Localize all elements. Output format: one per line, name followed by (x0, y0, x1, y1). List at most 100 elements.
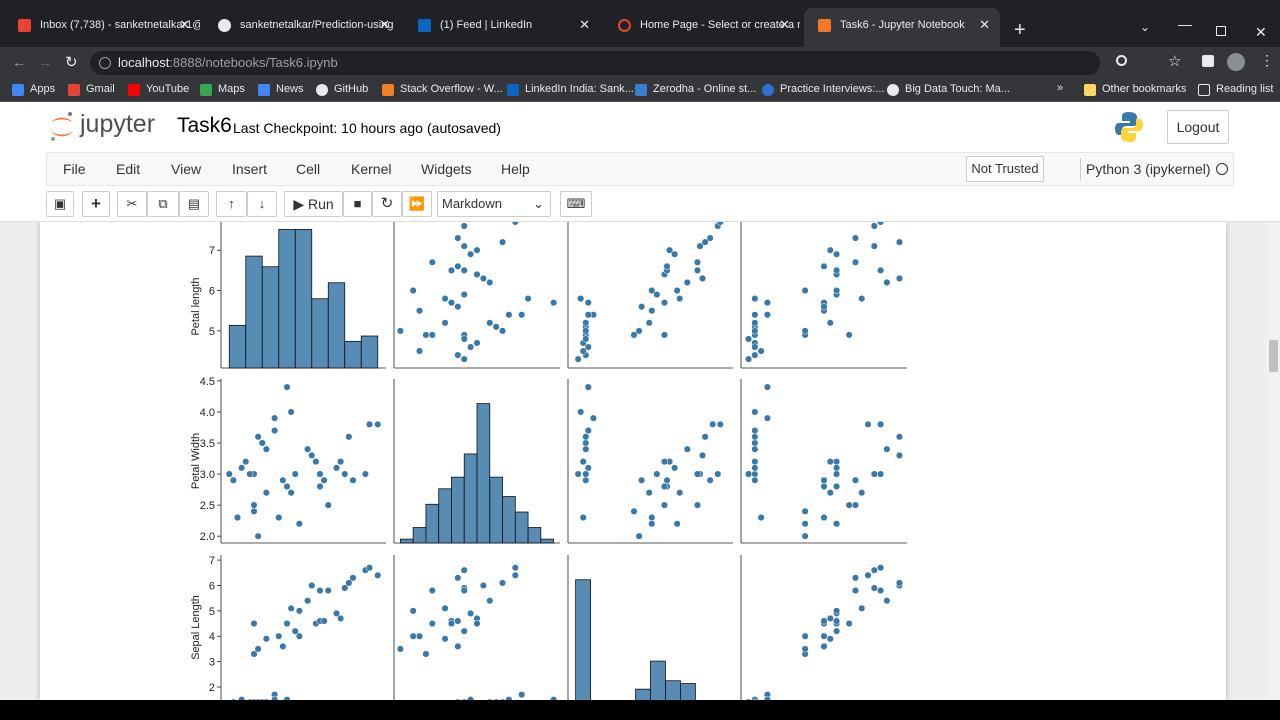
scatter-point (870, 222, 878, 230)
histogram-bar (665, 680, 681, 700)
scatter-point (409, 286, 417, 295)
bookmark[interactable]: LinkedIn India: Sank... (507, 83, 634, 96)
menu-item[interactable]: Widgets (421, 161, 472, 177)
scatter-point (638, 476, 646, 484)
tab-close[interactable]: ✕ (179, 17, 190, 32)
bookmark[interactable]: Apps (12, 83, 55, 96)
bookmark[interactable]: Stack Overflow - W... (382, 83, 503, 96)
scroll-thumb[interactable] (1269, 340, 1278, 372)
cell-type-select[interactable]: Markdown ⌄ (437, 191, 551, 217)
trust-button[interactable]: Not Trusted (966, 156, 1044, 182)
menu-item[interactable]: Cell (296, 161, 321, 177)
jupyter-logo[interactable]: jupyter (80, 110, 156, 138)
paste-button[interactable]: ▤ (179, 191, 209, 217)
scatter-point (225, 470, 233, 478)
scatter-point (493, 698, 499, 700)
scatter-point (345, 433, 353, 441)
scatter-point (648, 286, 656, 295)
tab-close[interactable]: ✕ (579, 17, 590, 32)
extensions[interactable] (1202, 55, 1214, 67)
scatter-point (415, 347, 424, 355)
bookmark[interactable]: Maps (200, 83, 245, 96)
notebook-name[interactable]: Task6 (177, 114, 232, 137)
scatter-point (250, 507, 258, 515)
scatter-point (518, 691, 526, 699)
bookmark-star[interactable]: ☆ (1168, 53, 1182, 70)
scatter-point (701, 238, 709, 246)
tab-close[interactable]: ✕ (979, 17, 990, 32)
menu-item[interactable]: Kernel (351, 161, 392, 177)
back-button[interactable]: ← (12, 54, 26, 70)
copy-button[interactable]: ⧉ (147, 191, 179, 217)
tab[interactable]: Inbox (7,738) - sanketnetalkar1@ ✕ (4, 8, 200, 47)
minimize[interactable]: — (1178, 16, 1192, 32)
cut-button[interactable]: ✂ (117, 191, 147, 217)
menu-button[interactable]: ⋮ (1260, 52, 1274, 68)
tab[interactable]: Home Page - Select or create a n ✕ (604, 8, 800, 47)
bookmark[interactable]: Practice Interviews:... (762, 83, 885, 96)
menu-item[interactable]: File (63, 161, 86, 177)
scatter-point (693, 266, 702, 274)
scatter-point (262, 445, 270, 453)
tab[interactable]: (1) Feed | LinkedIn ✕ (404, 8, 600, 47)
bookmark[interactable]: Gmail (68, 83, 115, 96)
tab[interactable]: sanketnetalkar/Prediction-using ✕ (204, 8, 400, 47)
menu-item[interactable]: Help (501, 161, 530, 177)
new-tab[interactable]: + (1014, 19, 1026, 41)
toolbar: ▣ + ✂ ⧉ ▤ ↑ ↓ ▶ Run ■ ↻ ⏩ Markdown ⌄ ⌨ (0, 186, 1280, 222)
run-button[interactable]: ▶ Run (284, 191, 343, 217)
scatter-point (660, 482, 669, 491)
kernel-name[interactable]: Python 3 (ipykernel) (1086, 161, 1211, 177)
scatter-point (441, 319, 449, 327)
save-button[interactable]: ▣ (46, 191, 74, 217)
reading-list[interactable]: Reading list (1198, 83, 1273, 96)
scatter-point (287, 489, 295, 497)
histogram-bar (650, 660, 666, 700)
scatter-point (498, 579, 507, 587)
interrupt-button[interactable]: ■ (343, 191, 372, 217)
scatter-point (751, 476, 759, 484)
menu-item[interactable]: Edit (116, 161, 141, 177)
scatter-point (409, 632, 417, 640)
bookmark[interactable]: YouTube (128, 83, 189, 96)
zoom-icon[interactable] (1116, 55, 1127, 66)
close-window[interactable]: ✕ (1255, 24, 1267, 40)
tab-bar: Inbox (7,738) - sanketnetalkar1@ ✕ sanket… (0, 0, 1280, 47)
menu-item[interactable]: View (171, 161, 202, 177)
logout-button[interactable]: Logout (1167, 110, 1229, 144)
tab-close[interactable]: ✕ (779, 17, 790, 32)
bookmark[interactable]: GitHub (316, 83, 368, 96)
reload-button[interactable]: ↻ (65, 54, 78, 71)
omnibox[interactable]: localhost:8888/notebooks/Task6.ipynb (90, 51, 1100, 75)
scatter-point (374, 420, 382, 428)
bookmark[interactable]: News (258, 83, 304, 96)
scrollbar[interactable] (1266, 222, 1280, 700)
restart-button[interactable]: ↻ (372, 191, 402, 217)
insert-cell-button[interactable]: + (82, 191, 110, 217)
scatter-point (295, 520, 303, 528)
notebook-area: Petal length 5 6 7 Petal Width 2.0 2.5 3.0 3.5 4.… (0, 222, 1266, 700)
scatter-point (895, 433, 904, 441)
tab-close[interactable]: ✕ (379, 17, 390, 32)
restart-run-all-button[interactable]: ⏩ (402, 191, 432, 217)
menu-item[interactable]: Insert (232, 161, 268, 177)
scatter-point (461, 698, 467, 700)
tab-search[interactable]: ⌄ (1140, 20, 1151, 34)
scatter-point (511, 222, 519, 226)
bookmark-label: Gmail (86, 83, 115, 95)
command-palette-button[interactable]: ⌨ (560, 191, 592, 217)
bookmark-folder[interactable]: Other bookmarks (1084, 83, 1186, 96)
forward-button[interactable]: → (38, 54, 52, 70)
scatter-point (673, 520, 681, 528)
tab[interactable]: Task6 - Jupyter Notebook ✕ (804, 8, 1000, 47)
move-down-button[interactable]: ↓ (247, 191, 277, 217)
more-bookmarks[interactable]: » (1057, 82, 1064, 94)
bookmark[interactable]: Zerodha - Online st... (635, 83, 756, 96)
maximize[interactable] (1216, 26, 1226, 36)
scatter-point (473, 270, 481, 278)
bookmark[interactable]: Big Data Touch: Ma... (887, 83, 1010, 96)
move-up-button[interactable]: ↑ (216, 191, 247, 217)
profile[interactable] (1227, 53, 1245, 71)
scatter-point (826, 614, 834, 623)
histogram-bar (502, 496, 516, 544)
